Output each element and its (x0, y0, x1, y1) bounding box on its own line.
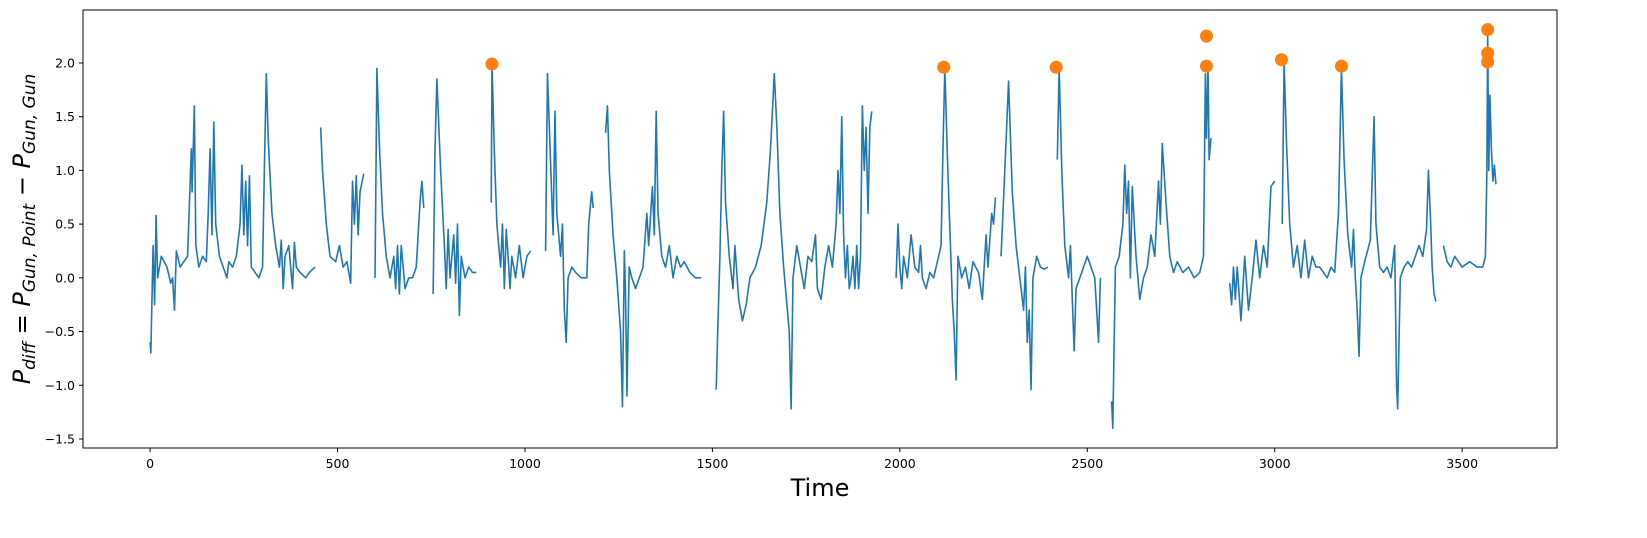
scatter-point (937, 60, 951, 74)
scatter-point (485, 57, 499, 71)
y-label-part: − P (8, 153, 36, 203)
x-tick-label: 3500 (1446, 456, 1478, 471)
y-tick-label: 2.0 (55, 55, 75, 70)
y-tick-label: 1.0 (55, 163, 75, 178)
x-tick-label: 500 (326, 456, 350, 471)
x-tick-label: 0 (146, 456, 154, 471)
scatter-point (1481, 23, 1495, 37)
data-line (149, 29, 1497, 430)
y-tick-label: −0.5 (45, 324, 75, 339)
scatter-point (1049, 60, 1063, 74)
x-tick-label: 2500 (1071, 456, 1103, 471)
x-tick-label: 3000 (1259, 456, 1291, 471)
x-tick-label: 2000 (884, 456, 916, 471)
y-axis-label: Pdiff = PGun, Point − PGun, Gun (8, 74, 40, 385)
y-tick-label: −1.0 (45, 378, 75, 393)
y-label-subscript: Gun, Point (20, 202, 40, 292)
axes-frame (82, 9, 1558, 449)
y-label-subscript: Gun, Gun (20, 74, 40, 154)
scatter-point (1334, 59, 1348, 73)
y-tick-label: −1.5 (45, 431, 75, 446)
y-label-part: = P (8, 292, 36, 342)
scatter-point (1481, 55, 1495, 69)
y-tick-label: 1.5 (55, 109, 75, 124)
scatter-point (1199, 59, 1213, 73)
x-axis-label: Time (790, 474, 850, 502)
y-label-part: P (8, 369, 36, 384)
y-tick-label: 0.5 (55, 217, 75, 232)
x-tick-label: 1000 (509, 456, 541, 471)
plot-area (149, 23, 1497, 430)
y-label-subscript: diff (20, 340, 40, 370)
scatter-point (1199, 29, 1213, 43)
y-tick-label: 0.0 (55, 270, 75, 285)
scatter-point (1274, 53, 1288, 67)
x-tick-label: 1500 (697, 456, 729, 471)
